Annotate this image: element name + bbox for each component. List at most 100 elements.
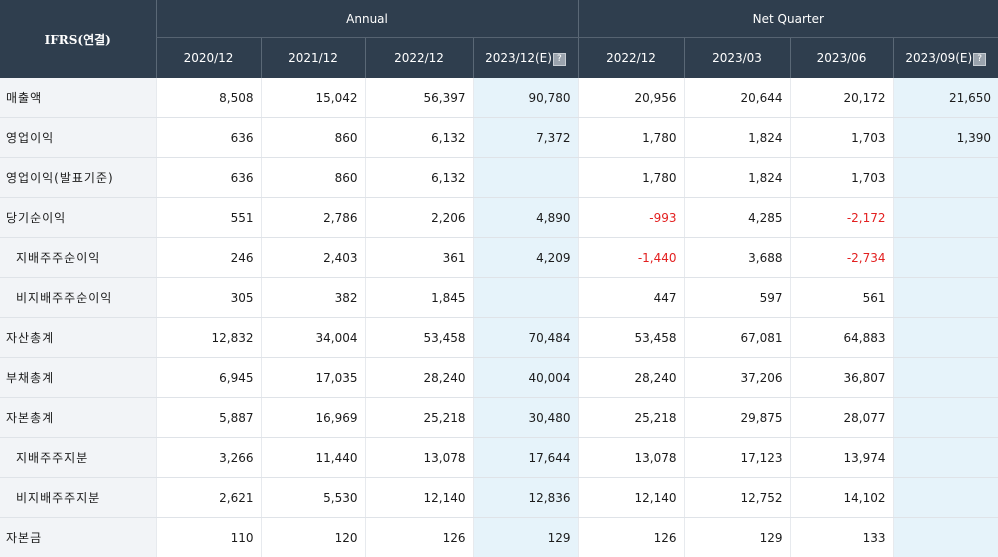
table-cell: 28,240 bbox=[578, 358, 684, 398]
row-label: 자본총계 bbox=[0, 398, 156, 438]
table-cell: 20,956 bbox=[578, 78, 684, 118]
table-cell: 1,703 bbox=[790, 158, 893, 198]
help-icon[interactable]: ? bbox=[973, 53, 986, 66]
column-header-label: 2023/09(E) bbox=[905, 51, 972, 65]
column-header: 2022/12 bbox=[578, 38, 684, 79]
quarter-group-header: Net Quarter bbox=[578, 0, 998, 38]
table-cell: 860 bbox=[261, 118, 365, 158]
table-cell: 110 bbox=[156, 518, 261, 557]
table-cell: 11,440 bbox=[261, 438, 365, 478]
table-cell: 1,824 bbox=[684, 158, 790, 198]
table-cell: 382 bbox=[261, 278, 365, 318]
table-cell bbox=[473, 278, 578, 318]
column-header-label: 2022/12 bbox=[394, 51, 444, 65]
table-cell: 246 bbox=[156, 238, 261, 278]
table-cell: 2,206 bbox=[365, 198, 473, 238]
column-header: 2023/03 bbox=[684, 38, 790, 79]
table-cell: 14,102 bbox=[790, 478, 893, 518]
table-cell: 1,824 bbox=[684, 118, 790, 158]
column-header: 2021/12 bbox=[261, 38, 365, 79]
column-header: 2022/12 bbox=[365, 38, 473, 79]
row-label: 지배주주순이익 bbox=[0, 238, 156, 278]
table-cell bbox=[893, 518, 998, 557]
table-cell bbox=[893, 318, 998, 358]
table-cell: 2,621 bbox=[156, 478, 261, 518]
table-cell: 17,123 bbox=[684, 438, 790, 478]
table-cell: 20,644 bbox=[684, 78, 790, 118]
table-cell: 447 bbox=[578, 278, 684, 318]
table-cell: 29,875 bbox=[684, 398, 790, 438]
table-cell: 36,807 bbox=[790, 358, 893, 398]
table-cell: 126 bbox=[365, 518, 473, 557]
table-cell: 6,945 bbox=[156, 358, 261, 398]
table-cell: -1,440 bbox=[578, 238, 684, 278]
table-cell: 40,004 bbox=[473, 358, 578, 398]
table-cell: 7,372 bbox=[473, 118, 578, 158]
column-header: 2023/09(E)? bbox=[893, 38, 998, 79]
table-cell: 129 bbox=[684, 518, 790, 557]
table-cell bbox=[893, 238, 998, 278]
column-header: 2020/12 bbox=[156, 38, 261, 79]
table-cell: 636 bbox=[156, 158, 261, 198]
table-cell: 21,650 bbox=[893, 78, 998, 118]
table-cell: 17,035 bbox=[261, 358, 365, 398]
table-cell bbox=[893, 358, 998, 398]
column-header-label: 2023/03 bbox=[712, 51, 762, 65]
table-cell: 1,845 bbox=[365, 278, 473, 318]
table-cell: 1,780 bbox=[578, 158, 684, 198]
table-cell: 4,285 bbox=[684, 198, 790, 238]
row-label: 비지배주주지분 bbox=[0, 478, 156, 518]
table-cell bbox=[893, 398, 998, 438]
corner-header: IFRS(연결) bbox=[0, 0, 156, 78]
row-label: 영업이익(발표기준) bbox=[0, 158, 156, 198]
column-header: 2023/12(E)? bbox=[473, 38, 578, 79]
column-header-label: 2021/12 bbox=[288, 51, 338, 65]
table-cell: 636 bbox=[156, 118, 261, 158]
table-cell: 3,266 bbox=[156, 438, 261, 478]
table-cell: -2,734 bbox=[790, 238, 893, 278]
table-cell: 860 bbox=[261, 158, 365, 198]
column-header: 2023/06 bbox=[790, 38, 893, 79]
table-cell: 16,969 bbox=[261, 398, 365, 438]
table-cell: 361 bbox=[365, 238, 473, 278]
column-header-label: 2023/12(E) bbox=[485, 51, 552, 65]
table-cell: 551 bbox=[156, 198, 261, 238]
column-header-label: 2023/06 bbox=[817, 51, 867, 65]
table-cell: 28,077 bbox=[790, 398, 893, 438]
table-cell: 13,974 bbox=[790, 438, 893, 478]
table-cell: 28,240 bbox=[365, 358, 473, 398]
table-cell: -993 bbox=[578, 198, 684, 238]
table-cell: 3,688 bbox=[684, 238, 790, 278]
row-label: 매출액 bbox=[0, 78, 156, 118]
table-cell: 5,530 bbox=[261, 478, 365, 518]
table-cell: 6,132 bbox=[365, 158, 473, 198]
table-cell: 20,172 bbox=[790, 78, 893, 118]
table-cell: 5,887 bbox=[156, 398, 261, 438]
row-label: 영업이익 bbox=[0, 118, 156, 158]
table-cell: 12,752 bbox=[684, 478, 790, 518]
column-header-label: 2022/12 bbox=[606, 51, 656, 65]
row-label: 비지배주주순이익 bbox=[0, 278, 156, 318]
table-cell: 13,078 bbox=[365, 438, 473, 478]
table-cell: 120 bbox=[261, 518, 365, 557]
table-cell: 597 bbox=[684, 278, 790, 318]
table-cell: 25,218 bbox=[365, 398, 473, 438]
table-cell: 70,484 bbox=[473, 318, 578, 358]
table-cell: 129 bbox=[473, 518, 578, 557]
table-cell: 34,004 bbox=[261, 318, 365, 358]
row-label: 자본금 bbox=[0, 518, 156, 557]
table-cell: 67,081 bbox=[684, 318, 790, 358]
table-cell: 37,206 bbox=[684, 358, 790, 398]
table-cell bbox=[893, 198, 998, 238]
table-cell: 12,140 bbox=[578, 478, 684, 518]
help-icon[interactable]: ? bbox=[553, 53, 566, 66]
table-cell bbox=[893, 438, 998, 478]
table-cell: 90,780 bbox=[473, 78, 578, 118]
